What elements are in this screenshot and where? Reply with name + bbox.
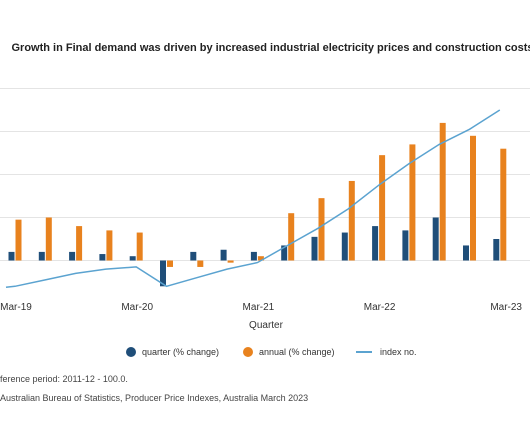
legend-item-index: index no. [356, 347, 417, 357]
bar-annual [439, 122, 446, 261]
bar-quarter [463, 245, 469, 261]
x-axis-label: Quarter [249, 320, 283, 331]
bar-quarter [341, 232, 348, 261]
bar-annual [500, 148, 507, 261]
x-tick-labels: Mar-19 Mar-20 Mar-21 Mar-22 Mar-23 [0, 302, 522, 313]
bar-quarter [311, 236, 318, 261]
legend: quarter (% change) annual (% change) ind… [0, 347, 530, 363]
bar-annual [379, 155, 386, 261]
legend-swatch-quarter [126, 347, 136, 357]
bar-annual [409, 144, 416, 261]
legend-label-index: index no. [380, 347, 417, 357]
x-tick-label: Mar-23 [490, 302, 522, 313]
bar-annual [15, 219, 22, 261]
bar-quarter [69, 251, 76, 261]
bar-annual [257, 256, 264, 261]
bar-quarter [129, 256, 136, 261]
bar-annual [136, 232, 143, 261]
reference-period-note: ference period: 2011-12 - 100.0. [0, 374, 128, 384]
bar-annual [470, 135, 476, 261]
bar-quarter [432, 217, 439, 261]
bar-quarter [250, 251, 257, 261]
x-tick-label: Mar-21 [243, 302, 275, 313]
legend-label-quarter: quarter (% change) [142, 347, 220, 357]
bar-quarter [493, 239, 500, 261]
bar-quarter [8, 251, 15, 261]
legend-item-quarter: quarter (% change) [126, 347, 219, 357]
bar-annual [288, 213, 295, 261]
legend-swatch-annual [243, 347, 253, 357]
bar-annual [318, 198, 325, 261]
bar-quarter [190, 251, 197, 261]
bars [8, 122, 507, 287]
bar-quarter [99, 254, 106, 261]
bar-quarter [38, 251, 45, 261]
legend-label-annual: annual (% change) [259, 347, 335, 357]
line-index [5, 109, 501, 289]
bar-quarter [281, 245, 288, 261]
x-tick-label: Mar-19 [0, 302, 32, 313]
bar-annual [197, 260, 204, 267]
x-tick-label: Mar-22 [364, 302, 396, 313]
source-note: Australian Bureau of Statistics, Produce… [0, 393, 309, 403]
bar-annual [45, 217, 52, 261]
bar-annual [76, 226, 83, 261]
x-tick-label: Mar-20 [121, 302, 153, 313]
bar-annual [227, 260, 234, 263]
chart-title: Growth in Final demand was driven by inc… [11, 42, 530, 54]
bar-quarter [160, 260, 166, 287]
bar-quarter [402, 230, 409, 261]
legend-item-annual: annual (% change) [243, 347, 335, 357]
legend-swatch-index [356, 351, 372, 353]
bar-quarter [372, 226, 379, 261]
bar-annual [106, 230, 113, 261]
bar-annual [348, 180, 355, 261]
index-line [5, 109, 501, 289]
bar-annual [167, 260, 173, 267]
bar-quarter [220, 249, 227, 261]
